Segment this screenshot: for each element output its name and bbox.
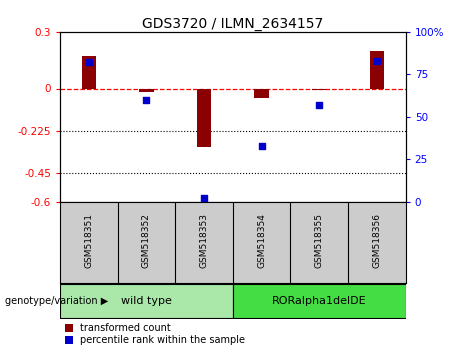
Point: [258, 143, 266, 149]
Text: genotype/variation ▶: genotype/variation ▶: [5, 296, 108, 306]
Bar: [197, 88, 211, 147]
Point: [315, 102, 323, 108]
Bar: [60, 284, 233, 318]
Point: [85, 59, 92, 65]
Point: [373, 58, 381, 64]
Bar: [233, 284, 406, 318]
Text: RORalpha1delDE: RORalpha1delDE: [272, 296, 366, 306]
Text: GSM518355: GSM518355: [315, 213, 324, 268]
Title: GDS3720 / ILMN_2634157: GDS3720 / ILMN_2634157: [142, 17, 324, 31]
Point: [200, 195, 207, 201]
Text: GSM518351: GSM518351: [84, 213, 93, 268]
Bar: [370, 51, 384, 88]
Text: wild type: wild type: [121, 296, 172, 306]
Legend: transformed count, percentile rank within the sample: transformed count, percentile rank withi…: [65, 324, 245, 346]
Point: [142, 97, 150, 103]
Bar: [139, 88, 154, 92]
Bar: [312, 88, 326, 90]
Text: GSM518353: GSM518353: [200, 213, 208, 268]
Bar: [82, 56, 96, 88]
Text: GSM518352: GSM518352: [142, 213, 151, 268]
Text: GSM518354: GSM518354: [257, 213, 266, 268]
Text: GSM518356: GSM518356: [372, 213, 381, 268]
Bar: [254, 88, 269, 98]
